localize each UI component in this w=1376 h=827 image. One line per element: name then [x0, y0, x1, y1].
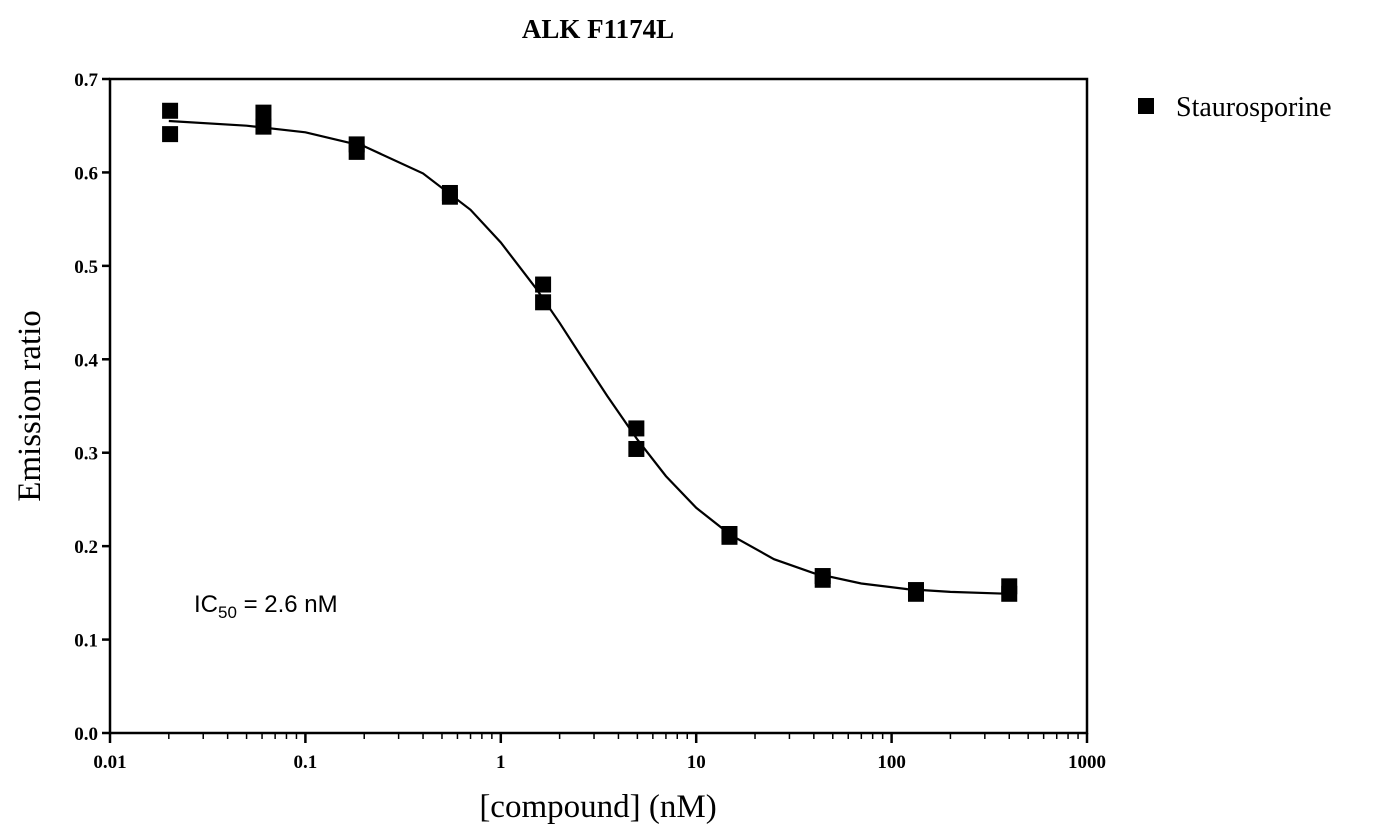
- marker: [535, 294, 552, 311]
- marker: [162, 102, 179, 119]
- x-axis-label: [compound] (nM): [479, 789, 716, 825]
- marker: [721, 528, 738, 545]
- annotation-text: IC: [194, 591, 218, 618]
- marker: [907, 585, 924, 602]
- annotation-sub: 50: [218, 603, 237, 622]
- x-tick-label: 0.1: [294, 752, 318, 773]
- y-axis-label: Emission ratio: [12, 310, 48, 502]
- marker: [814, 571, 831, 588]
- marker: [628, 420, 645, 437]
- chart-title: ALK F1174L: [522, 14, 674, 44]
- marker: [348, 143, 365, 160]
- marker: [628, 440, 645, 457]
- y-tick-label: 0.4: [74, 350, 98, 371]
- marker: [1001, 585, 1018, 602]
- marker: [535, 276, 552, 293]
- x-tick-label: 0.01: [93, 752, 126, 773]
- x-tick-label: 10: [687, 752, 706, 773]
- annotation-rest: = 2.6 nM: [237, 591, 338, 618]
- y-tick-label: 0.3: [74, 444, 98, 465]
- marker: [441, 188, 458, 205]
- x-tick-label: 1: [496, 752, 506, 773]
- marker: [255, 118, 272, 135]
- marker: [162, 126, 179, 143]
- legend-marker: [1138, 98, 1154, 114]
- y-tick-label: 0.7: [74, 70, 98, 91]
- plot-frame: [108, 77, 1089, 735]
- annotation: IC50 = 2.6 nM: [194, 591, 338, 622]
- y-tick-label: 0.0: [74, 724, 98, 745]
- x-tick-label: 100: [877, 752, 906, 773]
- x-tick-label: 1000: [1068, 752, 1106, 773]
- legend-label: Staurosporine: [1176, 92, 1332, 123]
- y-tick-label: 0.5: [74, 257, 98, 278]
- y-tick-label: 0.2: [74, 537, 98, 558]
- y-tick-label: 0.6: [74, 163, 98, 184]
- marker: [255, 104, 272, 121]
- y-tick-label: 0.1: [74, 631, 98, 652]
- fit-curve: [168, 119, 1010, 595]
